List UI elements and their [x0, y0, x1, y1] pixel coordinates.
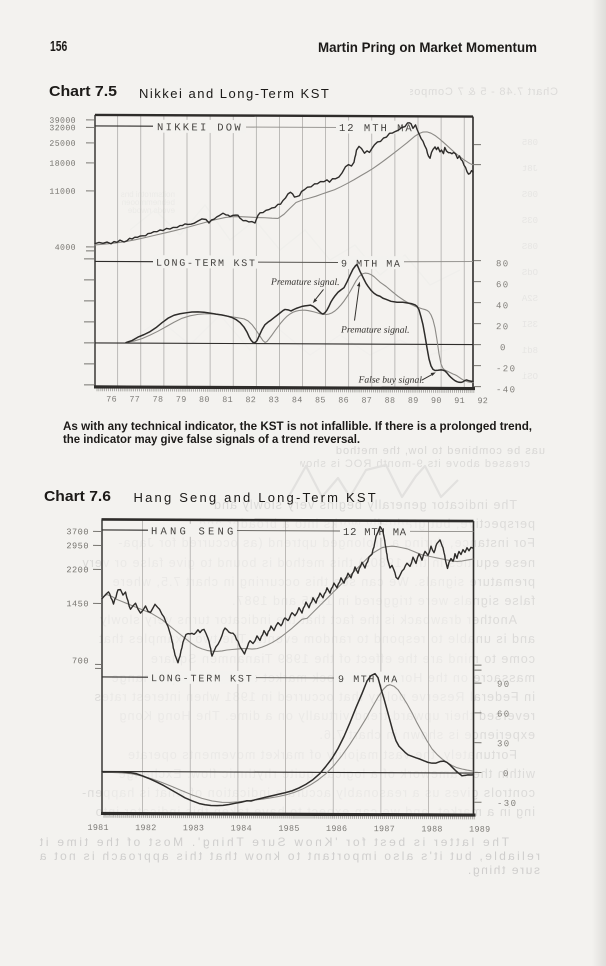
svg-text:76: 76 [106, 394, 117, 404]
svg-text:12 MTH MA: 12 MTH MA [343, 527, 407, 539]
svg-text:20: 20 [496, 322, 510, 332]
svg-text:18000: 18000 [49, 160, 76, 169]
svg-text:82: 82 [245, 395, 256, 405]
svg-text:80: 80 [199, 395, 210, 405]
svg-text:1450: 1450 [66, 599, 89, 609]
svg-text:1982: 1982 [135, 823, 156, 833]
svg-text:1987: 1987 [374, 824, 395, 834]
svg-text:30: 30 [497, 739, 511, 749]
svg-text:3700: 3700 [66, 527, 89, 537]
svg-text:Premature signal.: Premature signal. [270, 277, 340, 288]
svg-text:4000: 4000 [55, 244, 76, 253]
svg-text:0: 0 [500, 343, 507, 353]
svg-text:86: 86 [338, 395, 349, 405]
svg-text:85: 85 [315, 395, 326, 405]
svg-text:LONG-TERM KST: LONG-TERM KST [156, 259, 257, 270]
svg-text:-20: -20 [496, 364, 516, 374]
svg-text:80: 80 [496, 259, 510, 269]
svg-text:77: 77 [129, 395, 140, 405]
svg-text:39000: 39000 [49, 117, 76, 126]
svg-text:False buy signal.: False buy signal. [358, 375, 425, 386]
svg-text:2950: 2950 [66, 541, 89, 551]
svg-text:89: 89 [408, 396, 419, 406]
svg-text:90: 90 [431, 396, 442, 406]
svg-text:1989: 1989 [469, 825, 490, 835]
svg-text:2200: 2200 [66, 565, 89, 575]
svg-text:60: 60 [497, 709, 511, 719]
svg-text:1986: 1986 [326, 824, 347, 834]
svg-text:40: 40 [496, 301, 510, 311]
svg-text:90: 90 [497, 680, 511, 690]
svg-text:92: 92 [477, 396, 488, 406]
svg-text:1988: 1988 [421, 824, 442, 834]
svg-text:1983: 1983 [183, 823, 204, 833]
svg-text:-40: -40 [496, 385, 516, 395]
svg-text:HANG SENG: HANG SENG [151, 526, 237, 538]
svg-text:25000: 25000 [49, 140, 76, 149]
svg-text:83: 83 [269, 395, 280, 405]
svg-text:1984: 1984 [231, 824, 252, 834]
svg-text:NIKKEI DOW: NIKKEI DOW [157, 122, 243, 134]
svg-text:84: 84 [292, 395, 303, 405]
svg-text:12 MTH MA: 12 MTH MA [339, 123, 414, 135]
svg-text:88: 88 [385, 396, 396, 406]
svg-text:9 MTH MA: 9 MTH MA [341, 259, 401, 270]
svg-text:81: 81 [222, 395, 233, 405]
svg-text:78: 78 [153, 395, 164, 405]
svg-text:32000: 32000 [49, 124, 76, 133]
svg-text:9 MTH MA: 9 MTH MA [338, 675, 399, 686]
svg-text:-30: -30 [497, 799, 517, 809]
svg-text:91: 91 [454, 396, 465, 406]
svg-text:700: 700 [72, 656, 89, 666]
svg-text:11000: 11000 [49, 188, 76, 197]
svg-text:1981: 1981 [88, 823, 109, 833]
svg-text:60: 60 [496, 280, 510, 290]
svg-text:0: 0 [503, 769, 510, 779]
svg-text:1985: 1985 [278, 824, 299, 834]
svg-text:LONG-TERM KST: LONG-TERM KST [151, 674, 254, 685]
svg-text:Premature signal.: Premature signal. [340, 324, 410, 335]
svg-text:87: 87 [361, 396, 372, 406]
svg-text:79: 79 [176, 395, 187, 405]
